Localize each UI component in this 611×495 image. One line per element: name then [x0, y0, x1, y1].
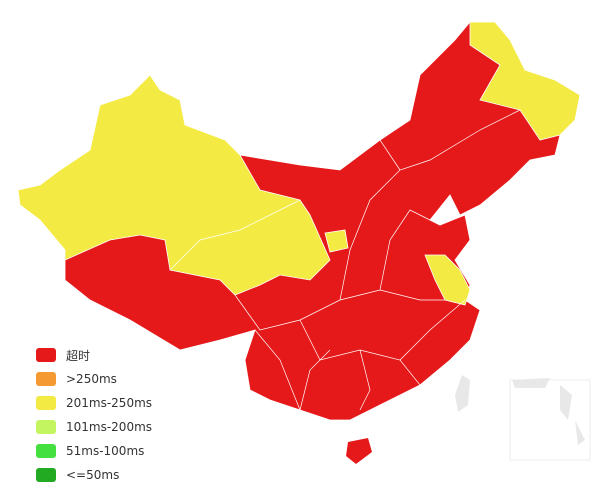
region-jiangsu-yellow[interactable]: [424, 254, 471, 306]
legend-swatch: [36, 372, 56, 386]
legend-label: <=50ms: [66, 468, 120, 482]
legend-item-101-200[interactable]: 101ms-200ms: [36, 415, 152, 439]
legend-swatch: [36, 420, 56, 434]
legend-item-201-250[interactable]: 201ms-250ms: [36, 391, 152, 415]
region-heilongjiang-yellow[interactable]: [469, 21, 581, 141]
legend-item-under-50[interactable]: <=50ms: [36, 463, 152, 487]
region-small-yellow[interactable]: [324, 229, 349, 253]
legend-label: 201ms-250ms: [66, 396, 153, 410]
legend-label: 51ms-100ms: [66, 444, 145, 458]
taiwan: [455, 375, 470, 412]
region-northwest-yellow[interactable]: [17, 74, 331, 296]
legend-item-51-100[interactable]: 51ms-100ms: [36, 439, 152, 463]
legend-swatch: [36, 396, 56, 410]
legend: 超时 >250ms 201ms-250ms 101ms-200ms 51ms-1…: [36, 343, 152, 487]
legend-label: 101ms-200ms: [66, 420, 153, 434]
legend-swatch: [36, 348, 56, 362]
legend-label: >250ms: [66, 372, 117, 386]
region-hainan[interactable]: [346, 438, 372, 464]
south-china-sea-inset: [509, 379, 591, 461]
south-china-sea-islands: [512, 378, 585, 445]
legend-swatch: [36, 468, 56, 482]
legend-item-timeout[interactable]: 超时: [36, 343, 152, 367]
legend-swatch: [36, 444, 56, 458]
legend-item-over-250[interactable]: >250ms: [36, 367, 152, 391]
legend-label: 超时: [66, 348, 91, 363]
province-borders: [169, 109, 521, 411]
